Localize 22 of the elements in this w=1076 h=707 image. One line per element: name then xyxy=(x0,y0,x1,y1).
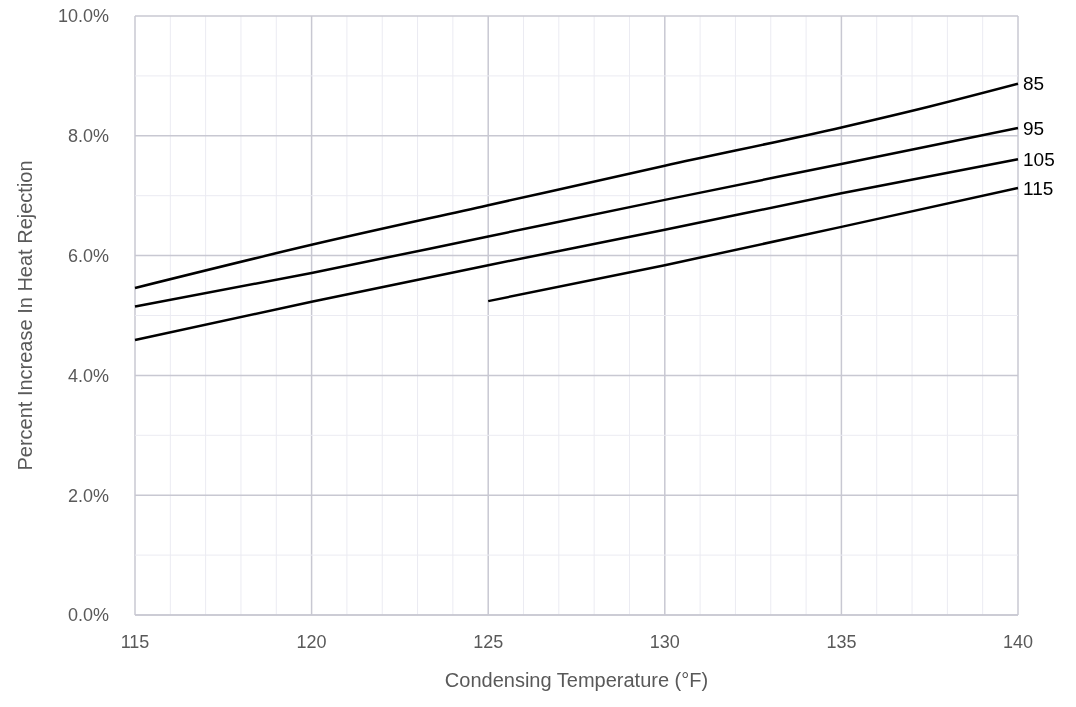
x-tick-label: 125 xyxy=(473,632,504,652)
series-label: 85 xyxy=(1023,73,1045,95)
y-tick-label: 4.0% xyxy=(67,365,109,386)
y-tick-label: 6.0% xyxy=(67,245,109,266)
x-tick-label: 130 xyxy=(649,632,680,652)
line-series xyxy=(486,186,1020,303)
x-tick-label: 140 xyxy=(1002,632,1034,652)
x-axis-title: Condensing Temperature (°F) xyxy=(444,669,709,691)
y-tick-label: 8.0% xyxy=(67,126,109,147)
line-series xyxy=(133,126,1020,308)
x-tick-label: 115 xyxy=(120,632,150,652)
x-tick-label: 135 xyxy=(826,632,857,652)
series-label: 95 xyxy=(1023,117,1045,139)
y-axis-title: Percent Increase In Heat Rejection xyxy=(14,160,36,471)
y-tick-label: 2.0% xyxy=(67,485,109,506)
line-series xyxy=(133,157,1020,342)
x-tick-label: 120 xyxy=(296,632,327,652)
series-label: 105 xyxy=(1023,148,1055,170)
line-series xyxy=(133,82,1020,290)
y-tick-label: 0.0% xyxy=(67,605,109,626)
y-tick-label: 10.0% xyxy=(57,6,109,27)
series-label: 115 xyxy=(1023,177,1054,199)
